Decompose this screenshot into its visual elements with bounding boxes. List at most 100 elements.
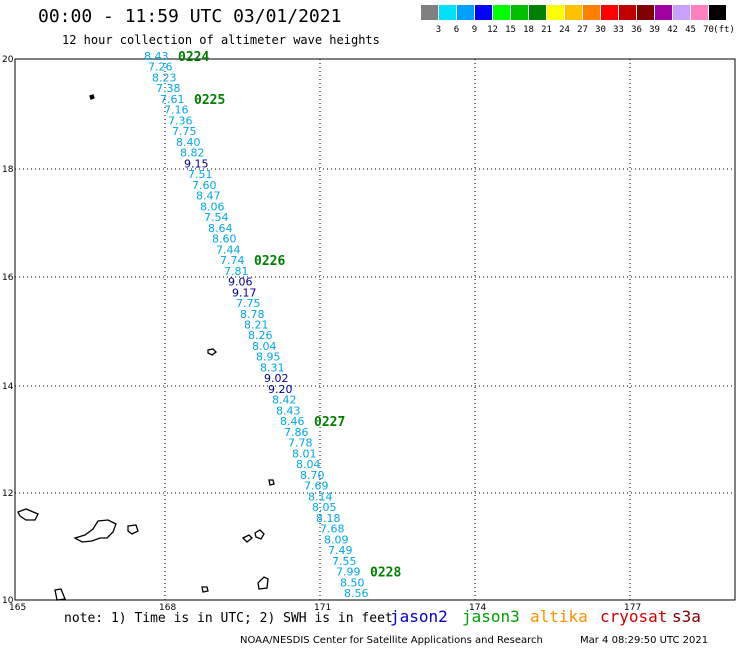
island [241,534,253,543]
wave-height-label: 8.04 [296,458,321,471]
wave-height-label: 7.51 [188,168,213,181]
legend-swatch [673,5,690,20]
legend-label: 42 [667,25,678,35]
legend-swatch [421,5,438,20]
island [201,586,209,593]
legend-swatch [493,5,510,20]
wave-height-label: 8.26 [248,329,273,342]
legend-swatch [655,5,672,20]
legend-swatch [565,5,582,20]
wave-height-label: 8.43 [276,404,301,417]
pass-time-label: 0228 [370,566,401,581]
legend-label: 27 [577,25,588,35]
lon-label: 165 [9,603,26,613]
wave-height-label: 8.82 [180,147,205,160]
wave-height-label: 8.23 [152,71,177,84]
wave-height-label: 8.18 [316,512,341,525]
legend-swatch [601,5,618,20]
lat-label: 12 [2,489,13,499]
wave-height-label: 8.05 [312,501,337,514]
generation-timestamp: Mar 4 08:29:50 UTC 2021 [580,635,709,646]
wave-height-label: 8.42 [272,394,297,407]
lat-label: 14 [2,382,14,392]
pass-time-label: 0224 [178,50,209,65]
wave-height-label: 8.04 [252,340,277,353]
wave-height-label: 7.81 [224,265,249,278]
lon-label: 177 [624,603,641,613]
island [73,519,117,543]
island [127,524,139,535]
legend-swatch [583,5,600,20]
legend-label: 12 [487,25,498,35]
legend-swatch [457,5,474,20]
wave-height-label: 8.46 [280,415,305,428]
wave-height-label: 7.54 [204,211,229,224]
wave-height-label: 9.06 [228,276,253,289]
island [268,479,275,486]
wave-height-label: 8.43 [144,50,169,63]
island [17,508,39,521]
lat-label: 16 [2,273,14,283]
wave-height-label: 8.64 [208,222,233,235]
island [207,348,217,356]
footer-note: note: 1) Time is in UTC; 2) SWH is in fe… [64,611,393,626]
wave-height-label: 7.69 [304,480,329,493]
wave-height-label: 9.15 [184,157,209,170]
legend-unit: (ft) [713,25,735,35]
wave-height-label: 8.70 [300,469,325,482]
wave-height-label: 8.09 [324,533,349,546]
lon-label: 171 [314,603,331,613]
wave-height-label: 7.75 [236,297,261,310]
wave-height-label: 8.40 [176,136,201,149]
legend-label: 30 [595,25,606,35]
legend-label: 18 [523,25,534,35]
island [54,588,66,601]
wave-height-label: 8.31 [260,361,285,374]
wave-height-label: 9.20 [268,383,293,396]
legend-label: 24 [559,25,570,35]
lat-label: 18 [2,165,14,175]
wave-height-label: 7.55 [332,555,357,568]
wave-height-label: 8.47 [196,190,221,203]
island-outlines [17,94,275,601]
legend-swatch [619,5,636,20]
wave-height-label: 9.17 [232,286,257,299]
wave-height-label: 8.78 [240,308,265,321]
satellite-name: s3a [672,607,701,626]
grid-lines [14,58,736,601]
satellite-name: jason2 [390,607,448,626]
legend-label: 21 [541,25,552,35]
lat-label: 20 [2,55,14,65]
wave-height-label: 8.95 [256,351,281,364]
wave-height-label: 8.14 [308,490,333,503]
wave-height-label: 7.74 [220,254,245,267]
pass-time-label: 0226 [254,254,285,269]
legend-label: 33 [613,25,624,35]
wave-height-label: 7.36 [168,114,193,127]
pass-time-label: 0227 [314,415,345,430]
wave-height-label: 7.49 [328,544,353,557]
wave-height-label: 7.61 [160,93,185,106]
wave-height-label: 8.56 [344,587,369,600]
legend-label: 6 [453,25,460,35]
wave-height-label: 7.60 [192,179,217,192]
legend-swatch [475,5,492,20]
wave-height-label: 8.21 [244,319,269,332]
satellite-name: altika [530,607,588,626]
wave-height-label: 9.02 [264,372,289,385]
wave-height-label: 7.44 [216,243,241,256]
legend-swatch [547,5,564,20]
wave-height-label: 7.26 [148,61,173,74]
map-subtitle: 12 hour collection of altimeter wave hei… [62,33,380,47]
legend-swatch [511,5,528,20]
wave-height-label: 8.06 [200,200,225,213]
island [89,94,95,100]
wave-height-label: 7.78 [288,437,313,450]
lat-label: 10 [2,596,14,606]
wave-height-label: 7.38 [156,82,181,95]
legend-swatch [529,5,546,20]
satellite-name: jason3 [462,607,520,626]
legend-label: 36 [631,25,642,35]
legend-label: 45 [685,25,696,35]
